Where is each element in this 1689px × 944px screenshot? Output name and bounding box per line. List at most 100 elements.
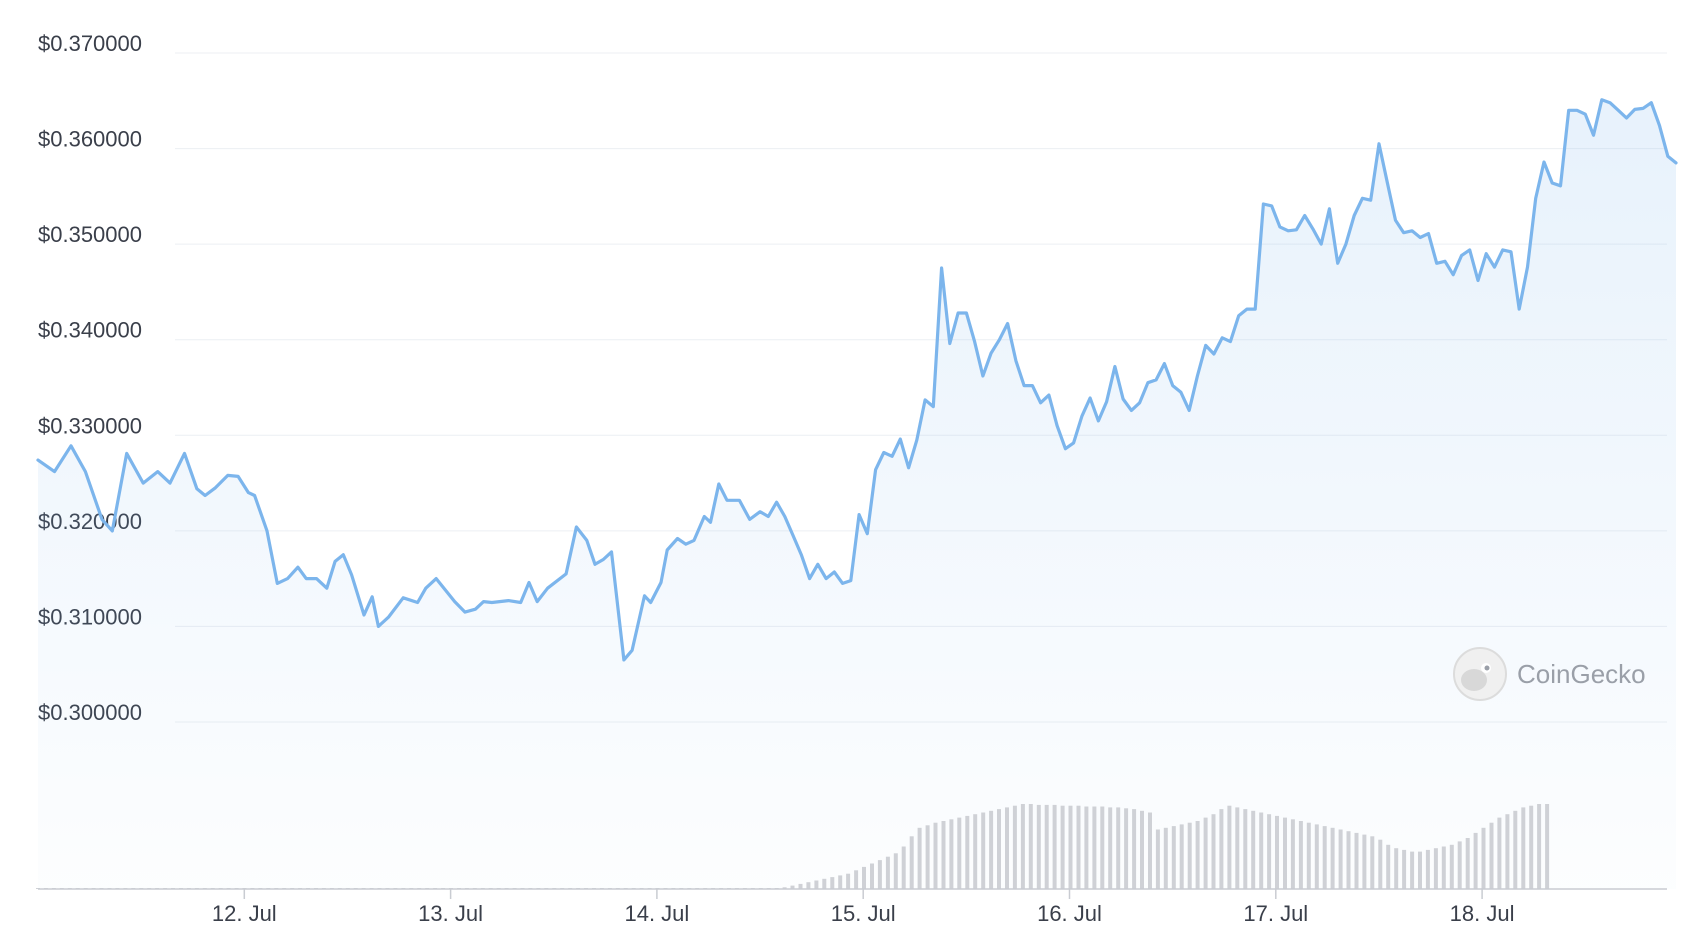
- volume-bar: [1418, 851, 1422, 889]
- volume-bar: [957, 817, 962, 889]
- volume-bar: [1314, 824, 1319, 889]
- volume-bar: [949, 819, 954, 889]
- volume-bar: [893, 853, 898, 889]
- volume-bar: [1036, 804, 1041, 890]
- volume-bar: [1505, 814, 1510, 889]
- volume-bar: [1195, 821, 1200, 889]
- volume-bar: [1386, 844, 1391, 889]
- volume-bar: [1497, 817, 1502, 889]
- volume-bar: [846, 873, 851, 889]
- volume-bar: [885, 856, 890, 889]
- volume-bar: [870, 863, 874, 889]
- volume-bar: [1243, 809, 1248, 889]
- volume-bar: [1545, 804, 1550, 889]
- volume-bar: [1092, 806, 1097, 889]
- volume-bar: [830, 877, 835, 889]
- volume-bar: [965, 815, 970, 889]
- gecko-head-icon: [1461, 669, 1487, 691]
- volume-bar: [1338, 829, 1343, 889]
- volume-bar: [1346, 831, 1351, 889]
- volume-bar: [1235, 807, 1240, 889]
- volume-bar: [1187, 822, 1192, 889]
- volume-bar: [1402, 849, 1407, 889]
- volume-bar: [1203, 817, 1208, 889]
- volume-bar: [1322, 826, 1327, 889]
- volume-bar: [1433, 848, 1438, 889]
- volume-bar: [1108, 807, 1113, 889]
- volume-bar: [1124, 808, 1129, 890]
- volume-bar: [989, 810, 994, 889]
- volume-bar: [1227, 805, 1232, 889]
- volume-bar: [1044, 804, 1049, 890]
- volume-bar: [1068, 805, 1073, 889]
- volume-bar: [1473, 832, 1478, 889]
- price-line: [36, 98, 1678, 662]
- coingecko-watermark: CoinGecko: [1453, 647, 1646, 701]
- volume-bar: [862, 866, 866, 889]
- volume-bar: [1489, 822, 1494, 889]
- gecko-pupil-icon: [1484, 665, 1490, 671]
- volume-bar: [1290, 819, 1295, 889]
- coingecko-watermark-text: CoinGecko: [1517, 659, 1646, 689]
- price-area-layer: [38, 99, 1676, 890]
- x-tick-label: 14. Jul: [624, 901, 689, 926]
- volume-bar: [782, 887, 787, 889]
- volume-bar: [1052, 804, 1057, 890]
- volume-bar: [1219, 809, 1224, 889]
- volume-bar: [1251, 810, 1256, 889]
- x-tick-label: 18. Jul: [1450, 901, 1515, 926]
- volume-bar: [1298, 821, 1303, 889]
- volume-bar: [1275, 815, 1279, 889]
- volume-bar: [822, 878, 827, 889]
- volume-bar: [1179, 824, 1184, 889]
- price-area: [38, 99, 1676, 890]
- volume-bar: [901, 846, 906, 889]
- volume-bar: [1465, 838, 1470, 889]
- volume-bar: [1513, 810, 1518, 889]
- volume-bar: [1084, 806, 1089, 889]
- volume-bar: [1148, 812, 1152, 889]
- x-tick-label: 12. Jul: [212, 901, 277, 926]
- x-tick-label: 17. Jul: [1243, 901, 1308, 926]
- volume-bar: [981, 812, 986, 889]
- volume-bar: [973, 814, 978, 889]
- volume-bar: [1060, 805, 1065, 889]
- x-tick-label: 13. Jul: [418, 901, 483, 926]
- volume-bar: [1354, 832, 1359, 889]
- y-tick-label: $0.330000: [38, 413, 142, 438]
- volume-bar: [814, 880, 819, 889]
- volume-layer: [36, 804, 1550, 890]
- volume-bar: [1005, 807, 1009, 889]
- volume-bar: [1410, 851, 1415, 889]
- volume-bar: [1330, 827, 1335, 889]
- volume-bar: [1100, 806, 1105, 889]
- y-tick-label: $0.350000: [38, 222, 142, 247]
- volume-bar: [877, 860, 882, 889]
- volume-bar: [1425, 849, 1430, 889]
- x-axis: 12. Jul 13. Jul 14. Jul 15. Jul 16. Jul 17. J…: [38, 888, 1667, 926]
- volume-bar: [1449, 844, 1454, 889]
- volume-bar: [1028, 804, 1033, 889]
- volume-bar: [1163, 827, 1168, 889]
- volume-bar: [1362, 834, 1367, 889]
- volume-bar: [806, 882, 811, 889]
- volume-bar: [1267, 814, 1272, 889]
- x-tick-label: 16. Jul: [1037, 901, 1102, 926]
- volume-bar: [1171, 826, 1176, 889]
- volume-bar: [1012, 805, 1017, 889]
- volume-bar: [838, 875, 843, 889]
- price-line-layer: [36, 98, 1678, 662]
- y-tick-label: $0.360000: [38, 127, 142, 152]
- volume-bar: [790, 885, 795, 889]
- volume-bar: [1306, 822, 1311, 889]
- volume-bar: [854, 870, 859, 889]
- volume-bar: [1537, 804, 1542, 889]
- x-tick-label: 15. Jul: [831, 901, 896, 926]
- volume-bar: [997, 809, 1001, 889]
- volume-bar: [1394, 848, 1399, 889]
- volume-bar: [1441, 846, 1446, 889]
- y-tick-label: $0.370000: [38, 31, 142, 56]
- volume-bar: [941, 821, 946, 889]
